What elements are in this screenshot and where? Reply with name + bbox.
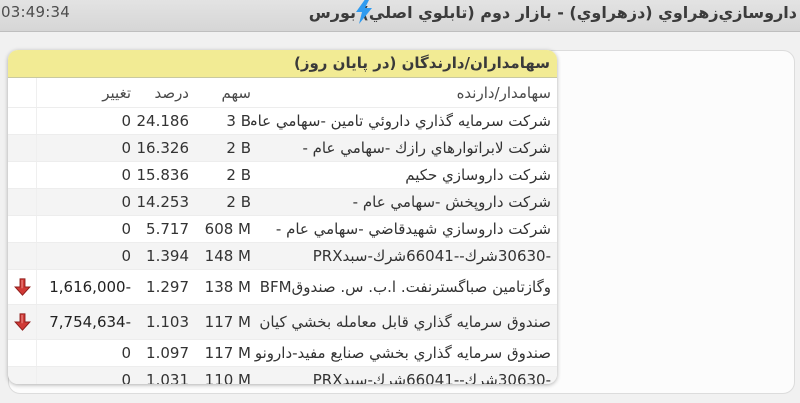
down-arrow-icon	[13, 313, 31, 331]
table-row[interactable]: 0 1.394 148 M PRXسبد-شرك66041--شرك30630-	[8, 242, 557, 269]
table-row[interactable]: 0 16.326 2 B شركت لابراتوارهاي رازك -سهامي …	[8, 134, 557, 161]
table-row[interactable]: 7,754,634- 1.103 117 M صندوق سرمايه گذاري ق…	[8, 304, 557, 339]
cell-holder-name: شركت داروپخش -سهامي عام -	[352, 193, 551, 211]
cell-change: 0	[121, 139, 131, 157]
cell-percent: 1.103	[146, 313, 189, 331]
cell-change: 7,754,634-	[49, 313, 131, 331]
cell-shares: 2 B	[226, 193, 251, 211]
card-title: سهامداران/دارندگان (در پايان روز)	[8, 50, 557, 78]
cell-change: 0	[121, 247, 131, 265]
change-indicator-empty	[8, 216, 37, 242]
cell-holder-name: شركت داروسازي حكيم	[405, 166, 551, 184]
column-header-change: تغيير	[102, 83, 131, 102]
cell-change: 0	[121, 112, 131, 130]
cell-percent: 15.836	[136, 166, 190, 184]
column-header-shares: سهم	[221, 83, 251, 102]
table-header-row: تغيير درصد سهم سهامدار/دارنده	[8, 78, 557, 107]
cell-percent: 16.326	[136, 139, 190, 157]
clock-time: 03:49:34	[1, 3, 70, 21]
change-direction-column-spacer	[8, 78, 37, 107]
cell-change: 0	[121, 344, 131, 362]
change-indicator-empty	[8, 367, 37, 384]
table-row[interactable]: 0 15.836 2 B شركت داروسازي حكيم	[8, 161, 557, 188]
cell-shares: 117 M	[204, 313, 251, 331]
cell-shares: 110 M	[204, 371, 251, 384]
shareholders-card: سهامداران/دارندگان (در پايان روز) تغيير …	[8, 50, 557, 384]
cell-shares: 148 M	[204, 247, 251, 265]
cell-change: 1,616,000-	[49, 278, 131, 296]
shareholders-list: 0 24.186 3 B شركت سرمايه گذاري داروئي تامين…	[8, 107, 557, 384]
change-indicator-empty	[8, 108, 37, 134]
cell-percent: 24.186	[136, 112, 190, 130]
cell-percent: 1.031	[146, 371, 189, 384]
cell-change: 0	[121, 220, 131, 238]
column-header-holder: سهامدار/دارنده	[456, 83, 551, 102]
cell-change: 0	[121, 371, 131, 384]
cell-holder-name: شركت سرمايه گذاري داروئي تامين -سهامي عا…	[251, 112, 551, 130]
table-row[interactable]: 1,616,000- 1.297 138 M BFMصندوق .س .ا.ب .صب…	[8, 269, 557, 304]
change-indicator-empty	[8, 340, 37, 366]
cell-shares: 2 B	[226, 139, 251, 157]
cell-shares: 608 M	[204, 220, 251, 238]
cell-shares: 117 M	[204, 344, 251, 362]
cell-holder-name: PRXسبد-شرك66041--شرك30630-	[251, 371, 557, 384]
table-row[interactable]: 0 24.186 3 B شركت سرمايه گذاري داروئي تامين…	[8, 107, 557, 134]
instrument-title: داروسازي‌زهراوي (دزهراوي) - بازار دوم (ت…	[308, 3, 797, 22]
change-indicator-empty	[8, 189, 37, 215]
cell-percent: 1.297	[146, 278, 189, 296]
holder-name-tokens: PRXسبد-شرك66041--شرك30630-	[312, 371, 551, 384]
cell-percent: 5.717	[146, 220, 189, 238]
lightning-bolt-icon	[356, 0, 372, 24]
cell-percent: 1.097	[146, 344, 189, 362]
cell-holder-name: PRXسبد-شرك66041--شرك30630-	[251, 247, 557, 265]
cell-shares: 3 B	[226, 112, 251, 130]
cell-shares: 2 B	[226, 166, 251, 184]
cell-change: 0	[121, 166, 131, 184]
table-row[interactable]: 0 1.097 117 M صندوق سرمايه گذاري بخشي صنايع…	[8, 339, 557, 366]
table-row[interactable]: 0 14.253 2 B شركت داروپخش -سهامي عام -	[8, 188, 557, 215]
cell-holder-name: صندوق سرمايه گذاري بخشي صنايع مفيد-دارون…	[254, 344, 551, 362]
cell-holder-name: شركت داروسازي شهيدقاضي -سهامي عام -	[275, 220, 551, 238]
cell-percent: 14.253	[136, 193, 190, 211]
change-indicator-empty	[8, 243, 37, 269]
cell-shares: 138 M	[204, 278, 251, 296]
change-indicator-empty	[8, 135, 37, 161]
cell-change: 0	[121, 193, 131, 211]
cell-holder-name: BFMصندوق .س .ا.ب .صباگسترنفت وگازتامين	[251, 278, 557, 296]
holder-name-tokens: PRXسبد-شرك66041--شرك30630-	[312, 247, 551, 265]
change-indicator-empty	[8, 162, 37, 188]
top-bar: 03:49:34 داروسازي‌زهراوي (دزهراوي) - باز…	[0, 0, 800, 32]
column-header-percent: درصد	[154, 83, 189, 102]
table-row[interactable]: 0 5.717 608 M شركت داروسازي شهيدقاضي -سهامي…	[8, 215, 557, 242]
table-row[interactable]: 0 1.031 110 M PRXسبد-شرك66041--شرك30630-	[8, 366, 557, 384]
down-arrow-icon	[13, 278, 31, 296]
cell-holder-name: شركت لابراتوارهاي رازك -سهامي عام -	[302, 139, 551, 157]
change-down-indicator	[8, 270, 37, 304]
change-down-indicator	[8, 305, 37, 339]
holder-name-tokens: BFMصندوق .س .ا.ب .صباگسترنفت وگازتامين	[259, 278, 551, 296]
cell-percent: 1.394	[146, 247, 189, 265]
cell-holder-name: صندوق سرمايه گذاري قابل معامله بخشي كيان	[259, 313, 551, 331]
